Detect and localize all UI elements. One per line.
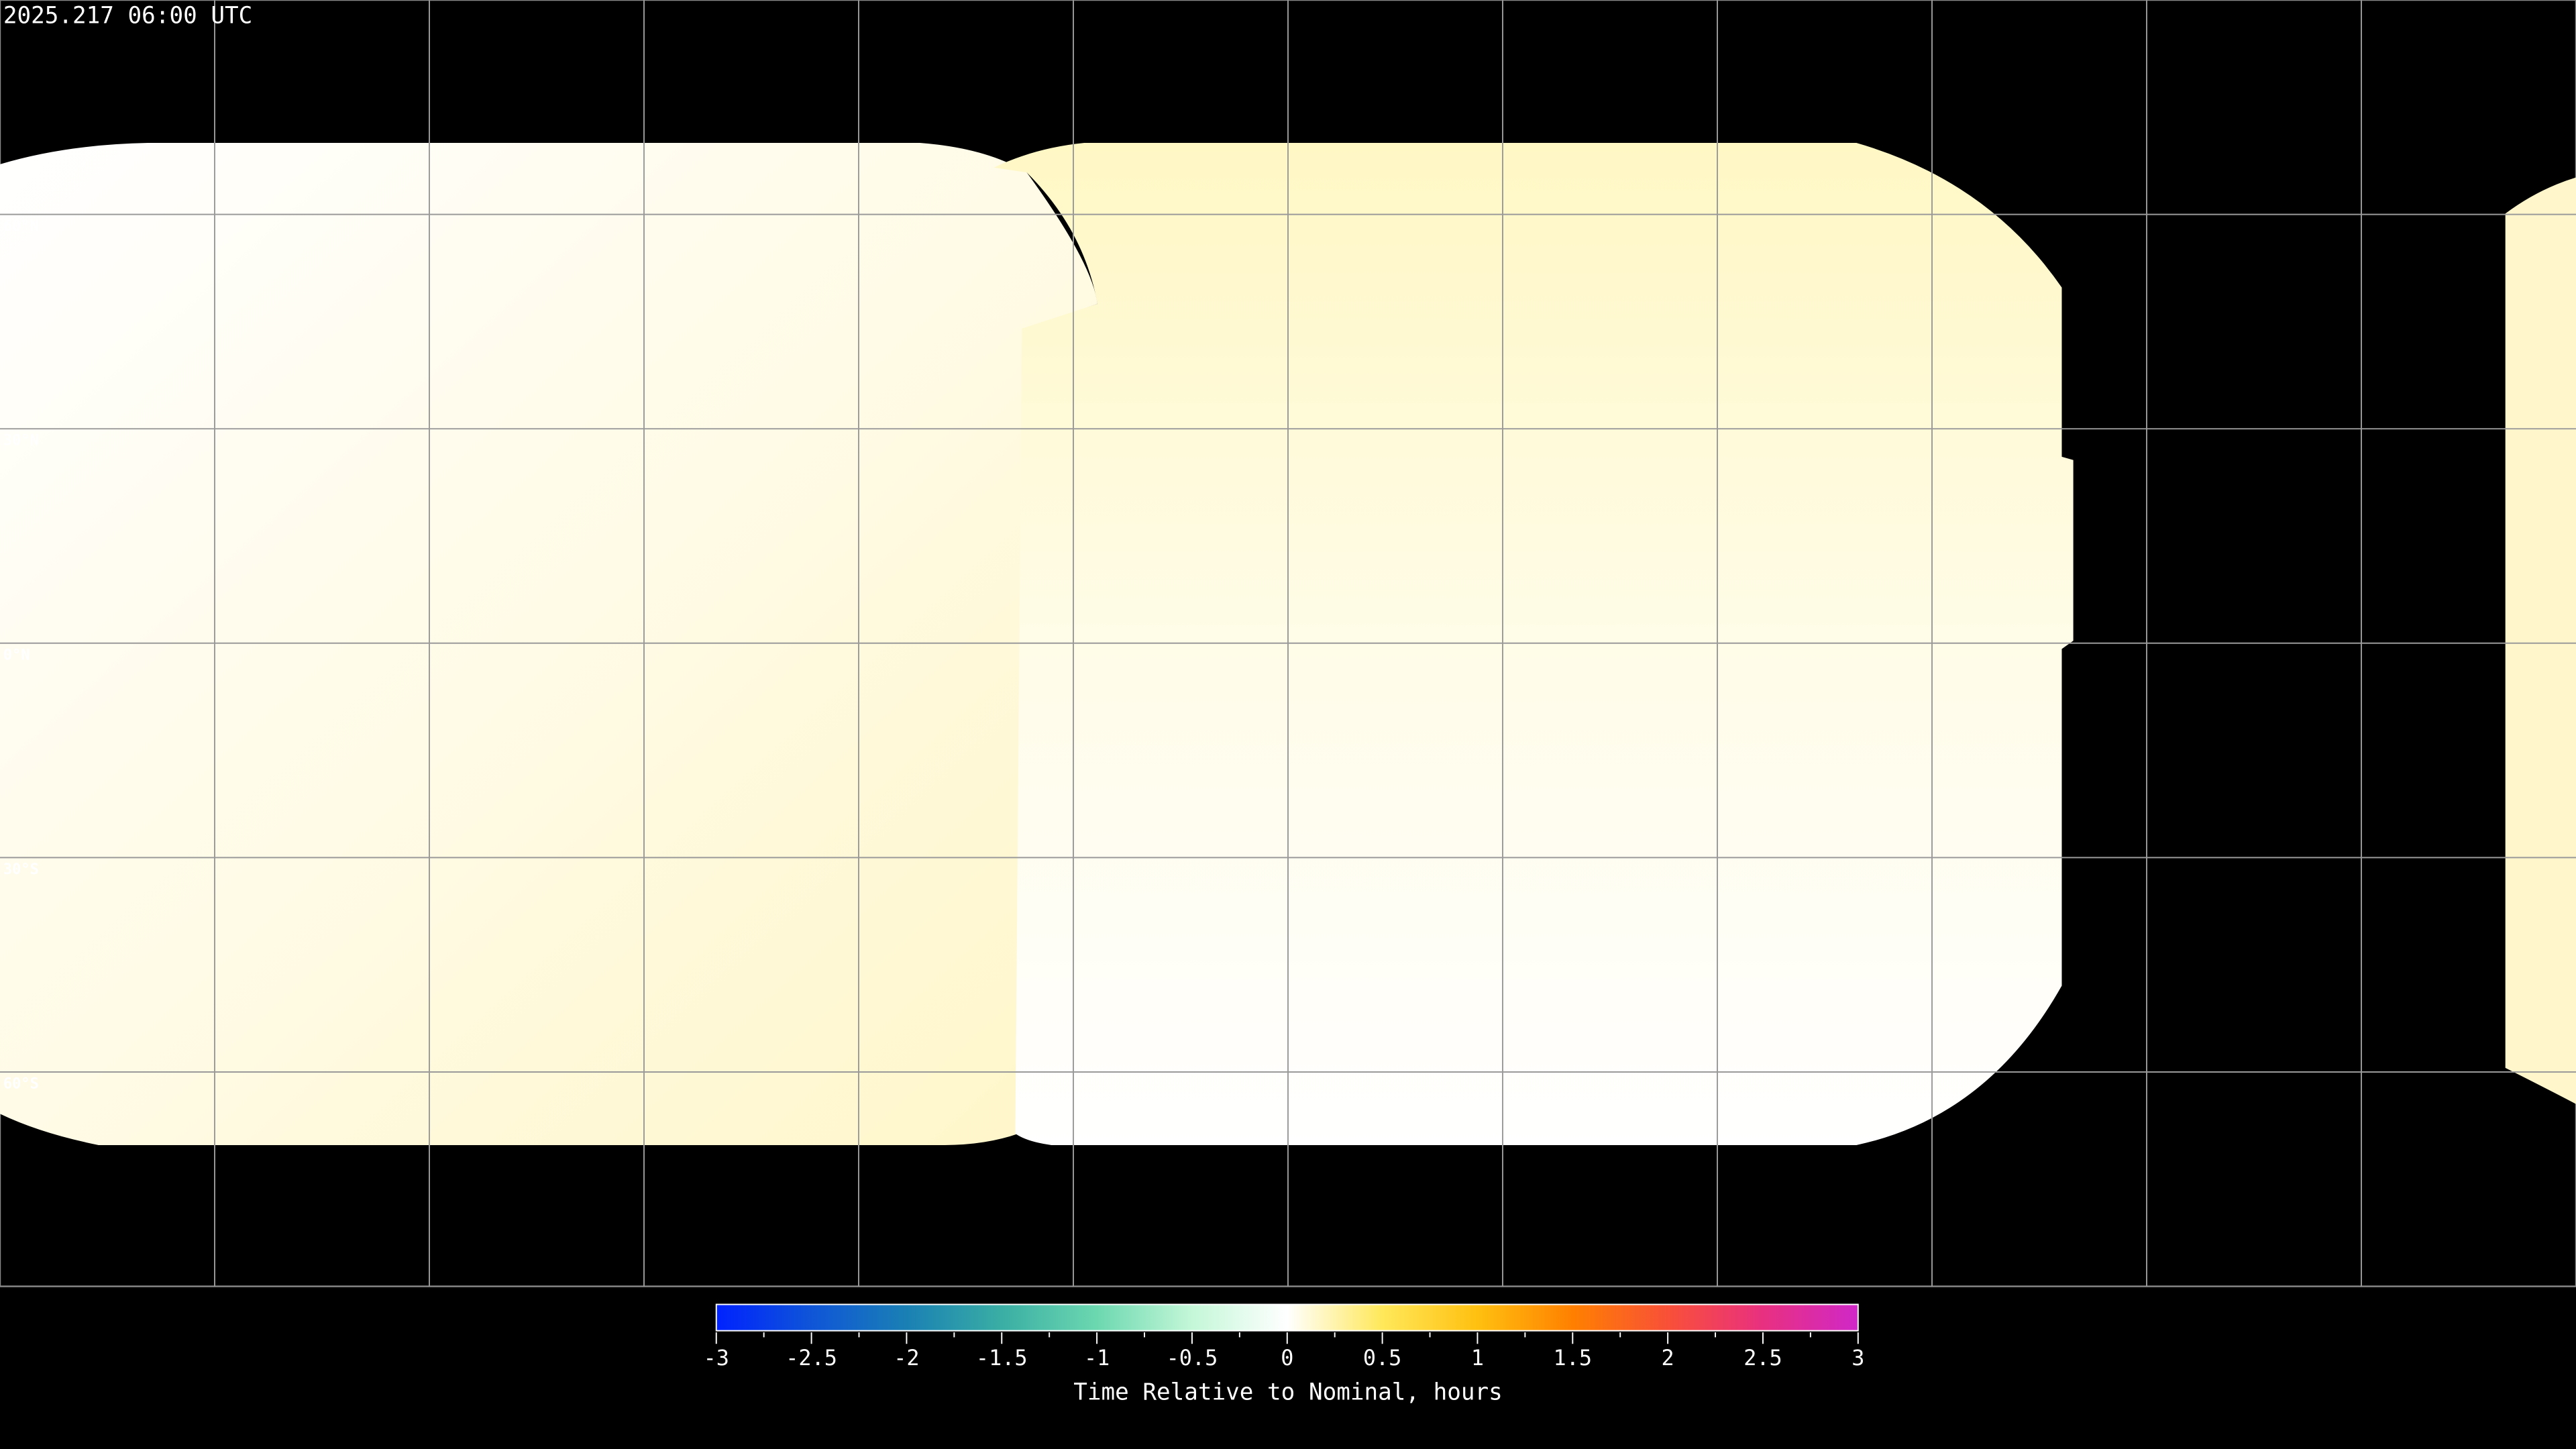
colorbar-tick-label: -3 <box>704 1345 729 1371</box>
colorbar-tick-label: 1 <box>1471 1345 1484 1371</box>
swath-east <box>2505 177 2576 1104</box>
colorbar-ticks: -3 -2.5 -2 -1.5 -1 -0.5 0 0.5 1 1.5 2 2.5 3 <box>704 1332 1864 1371</box>
colorbar-tick-label: 0 <box>1281 1345 1293 1371</box>
swath-west <box>0 143 1097 1145</box>
colorbar-tick-label: -1.5 <box>976 1345 1028 1371</box>
latitude-label: 30°S <box>3 861 39 878</box>
colorbar-tick-label: 1.5 <box>1554 1345 1593 1371</box>
swath-central <box>994 143 2074 1145</box>
colorbar-tick-label: 2.5 <box>1743 1345 1782 1371</box>
graticule <box>0 0 2576 1287</box>
map-title: 2025.217 06:00 UTC <box>3 2 252 29</box>
latitude-label: 30°N <box>3 433 39 449</box>
colorbar-tick-label: -0.5 <box>1167 1345 1218 1371</box>
latitude-label: 60°S <box>3 1075 39 1092</box>
colorbar <box>715 1303 1859 1332</box>
colorbar-tick-label: 3 <box>1851 1345 1864 1371</box>
colorbar-tick-label: 0.5 <box>1363 1345 1402 1371</box>
colorbar-tick-label: -2.5 <box>786 1345 837 1371</box>
colorbar-label: Time Relative to Nominal, hours <box>1073 1379 1503 1406</box>
colorbar-tick-label: -1 <box>1084 1345 1110 1371</box>
latitude-label: 0°N <box>3 647 30 663</box>
latitude-labels: 60°N 30°N 0°N 30°S 60°S <box>3 218 39 1092</box>
colorbar-tick-label: -2 <box>894 1345 919 1371</box>
latitude-label: 60°N <box>3 218 39 235</box>
colorbar-tick-label: 2 <box>1662 1345 1674 1371</box>
